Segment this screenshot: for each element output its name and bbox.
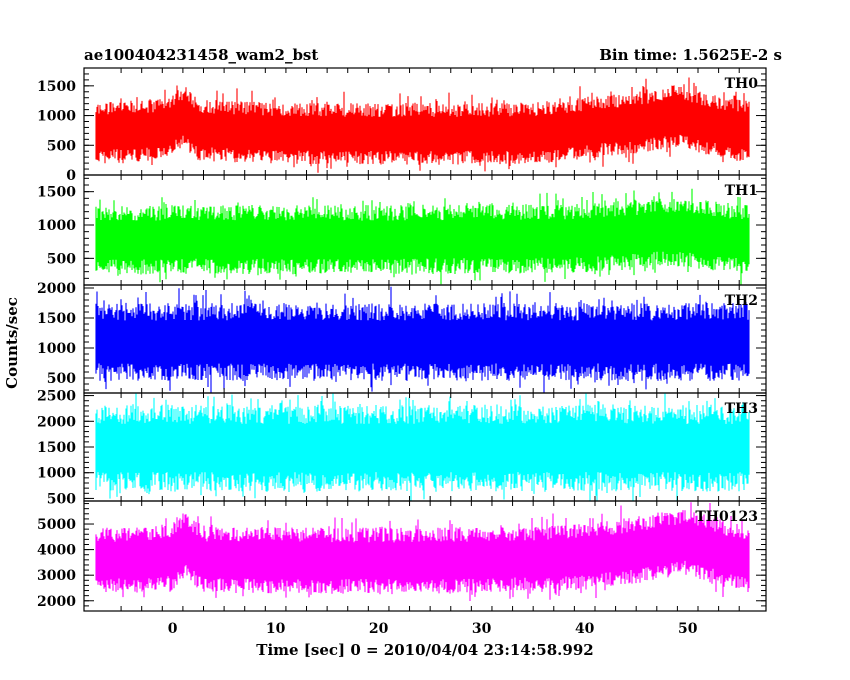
y-tick-label: 1000 — [37, 466, 76, 482]
panel-label-th0123: TH0123 — [695, 509, 758, 525]
y-tick-label: 1000 — [37, 341, 76, 357]
panel-th1: 500 1000 1500 TH1 — [37, 174, 767, 286]
x-tick-label: 50 — [678, 621, 698, 637]
y-tick-label: 2000 — [37, 414, 76, 430]
y-tick-label: 0 — [66, 168, 76, 184]
series-th3-trace — [95, 393, 750, 501]
y-tick-label: 500 — [47, 371, 76, 387]
y-tick-label: 2000 — [37, 281, 76, 297]
x-axis-label: Time [sec] 0 = 2010/04/04 23:14:58.992 — [256, 641, 593, 659]
x-tick-label: 10 — [266, 621, 286, 637]
y-tick-label: 3000 — [37, 568, 76, 584]
x-tick-label: 30 — [472, 621, 492, 637]
panel-th0123: 2000 3000 4000 5000 TH0123 — [37, 500, 767, 612]
y-tick-label: 500 — [47, 251, 76, 267]
panel-th0: 0 500 1000 1500 TH0 — [37, 67, 767, 184]
x-tick-label: 0 — [168, 621, 178, 637]
y-axis-label: Counts/sec — [3, 297, 21, 389]
y-tick-label: 500 — [47, 491, 76, 507]
panel-label-th0: TH0 — [725, 76, 759, 92]
y-tick-label: 1500 — [37, 440, 76, 456]
panel-group: 0 500 1000 1500 TH0 500 1000 1500 TH1 500 1000 1500… — [37, 67, 767, 612]
y-tick-label: 1500 — [37, 311, 76, 327]
y-tick-label: 1500 — [37, 79, 76, 95]
series-th0-trace — [95, 77, 750, 173]
y-tick-label: 500 — [47, 138, 76, 154]
panel-th2: 500 1000 1500 2000 TH2 — [37, 281, 767, 394]
y-tick-label: 1000 — [37, 218, 76, 234]
x-tick-label: 40 — [575, 621, 595, 637]
panel-label-th1: TH1 — [725, 183, 758, 199]
x-axis: 0 10 20 30 40 50 — [168, 621, 698, 637]
y-tick-label: 1500 — [37, 185, 76, 201]
y-tick-label: 4000 — [37, 543, 76, 559]
y-tick-label: 2000 — [37, 594, 76, 610]
y-tick-label: 5000 — [37, 517, 76, 533]
panel-label-th3: TH3 — [725, 401, 758, 417]
y-tick-label: 1000 — [37, 109, 76, 125]
panel-th3: 500 1000 1500 2000 2500 TH3 — [37, 389, 767, 507]
observation-title: ae100404231458_wam2_bst — [84, 46, 318, 64]
bin-time-label: Bin time: 1.5625E-2 s — [599, 46, 782, 64]
series-th2-trace — [95, 286, 750, 393]
panel-frame — [83, 500, 767, 612]
x-tick-label: 20 — [369, 621, 389, 637]
panel-label-th2: TH2 — [725, 293, 758, 309]
y-tick-label: 2500 — [37, 389, 76, 405]
series-th1-trace — [95, 188, 750, 285]
series-th0123-trace — [95, 502, 750, 601]
